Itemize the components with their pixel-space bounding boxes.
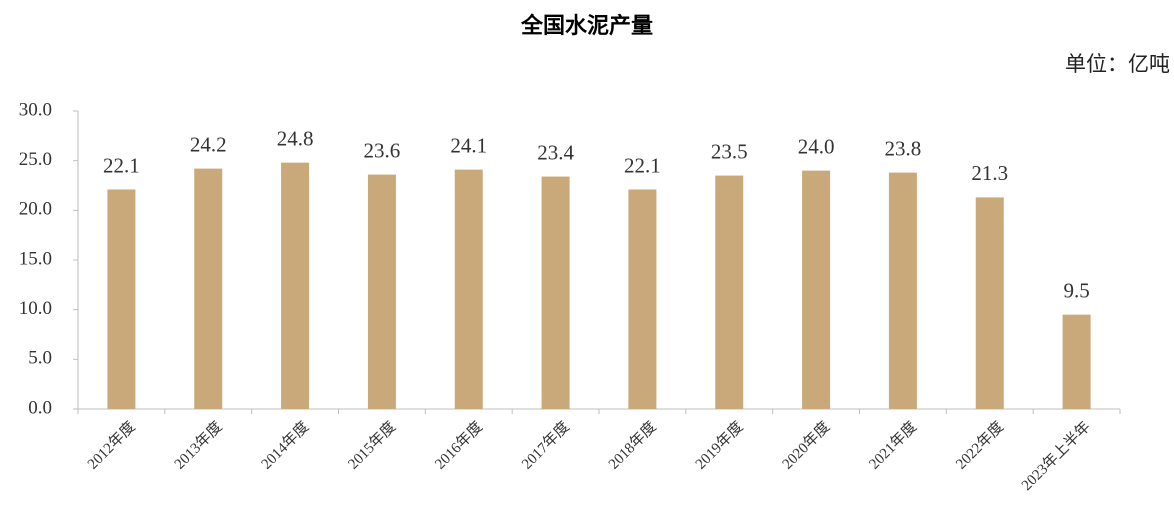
y-tick-label: 10.0 — [19, 298, 52, 319]
x-tick-label: 2021年度 — [866, 418, 920, 472]
value-label: 24.1 — [450, 133, 487, 157]
bar — [281, 162, 310, 409]
bar — [107, 189, 136, 409]
bar — [888, 172, 917, 409]
x-tick-label: 2016年度 — [432, 418, 486, 472]
bar — [541, 176, 570, 409]
x-tick-label: 2017年度 — [518, 418, 572, 472]
value-label: 23.6 — [364, 138, 401, 162]
x-tick-label: 2023年上半年 — [1018, 418, 1094, 494]
x-tick-label: 2022年度 — [953, 418, 1007, 472]
value-label: 24.0 — [798, 134, 835, 158]
x-tick-label: 2018年度 — [605, 418, 659, 472]
bar — [628, 189, 657, 409]
value-label: 21.3 — [971, 161, 1008, 185]
bar — [1062, 314, 1091, 409]
x-tick-label: 2020年度 — [779, 418, 833, 472]
x-tick-label: 2015年度 — [345, 418, 399, 472]
x-tick-label: 2012年度 — [84, 418, 138, 472]
bar — [802, 170, 831, 409]
unit-label: 单位：亿吨 — [1065, 52, 1170, 76]
y-tick-label: 0.0 — [28, 397, 52, 418]
bar — [975, 197, 1004, 409]
bar — [367, 174, 396, 409]
x-tick-label: 2014年度 — [258, 418, 312, 472]
bar — [454, 169, 483, 409]
value-label: 23.5 — [711, 139, 748, 163]
bar — [194, 168, 223, 409]
value-label: 9.5 — [1063, 278, 1089, 302]
y-tick-label: 5.0 — [28, 348, 52, 369]
y-tick-label: 20.0 — [19, 199, 52, 220]
value-label: 22.1 — [624, 153, 661, 177]
value-label: 24.2 — [190, 132, 227, 156]
y-tick-label: 30.0 — [19, 99, 52, 120]
y-tick-label: 25.0 — [19, 149, 52, 170]
value-label: 23.4 — [537, 140, 574, 164]
x-tick-label: 2013年度 — [171, 418, 225, 472]
value-label: 23.8 — [885, 136, 922, 160]
chart-title: 全国水泥产量 — [520, 13, 653, 38]
value-label: 22.1 — [103, 153, 140, 177]
x-tick-label: 2019年度 — [692, 418, 746, 472]
bar — [715, 175, 744, 409]
value-label: 24.8 — [277, 126, 314, 150]
y-tick-label: 15.0 — [19, 248, 52, 269]
